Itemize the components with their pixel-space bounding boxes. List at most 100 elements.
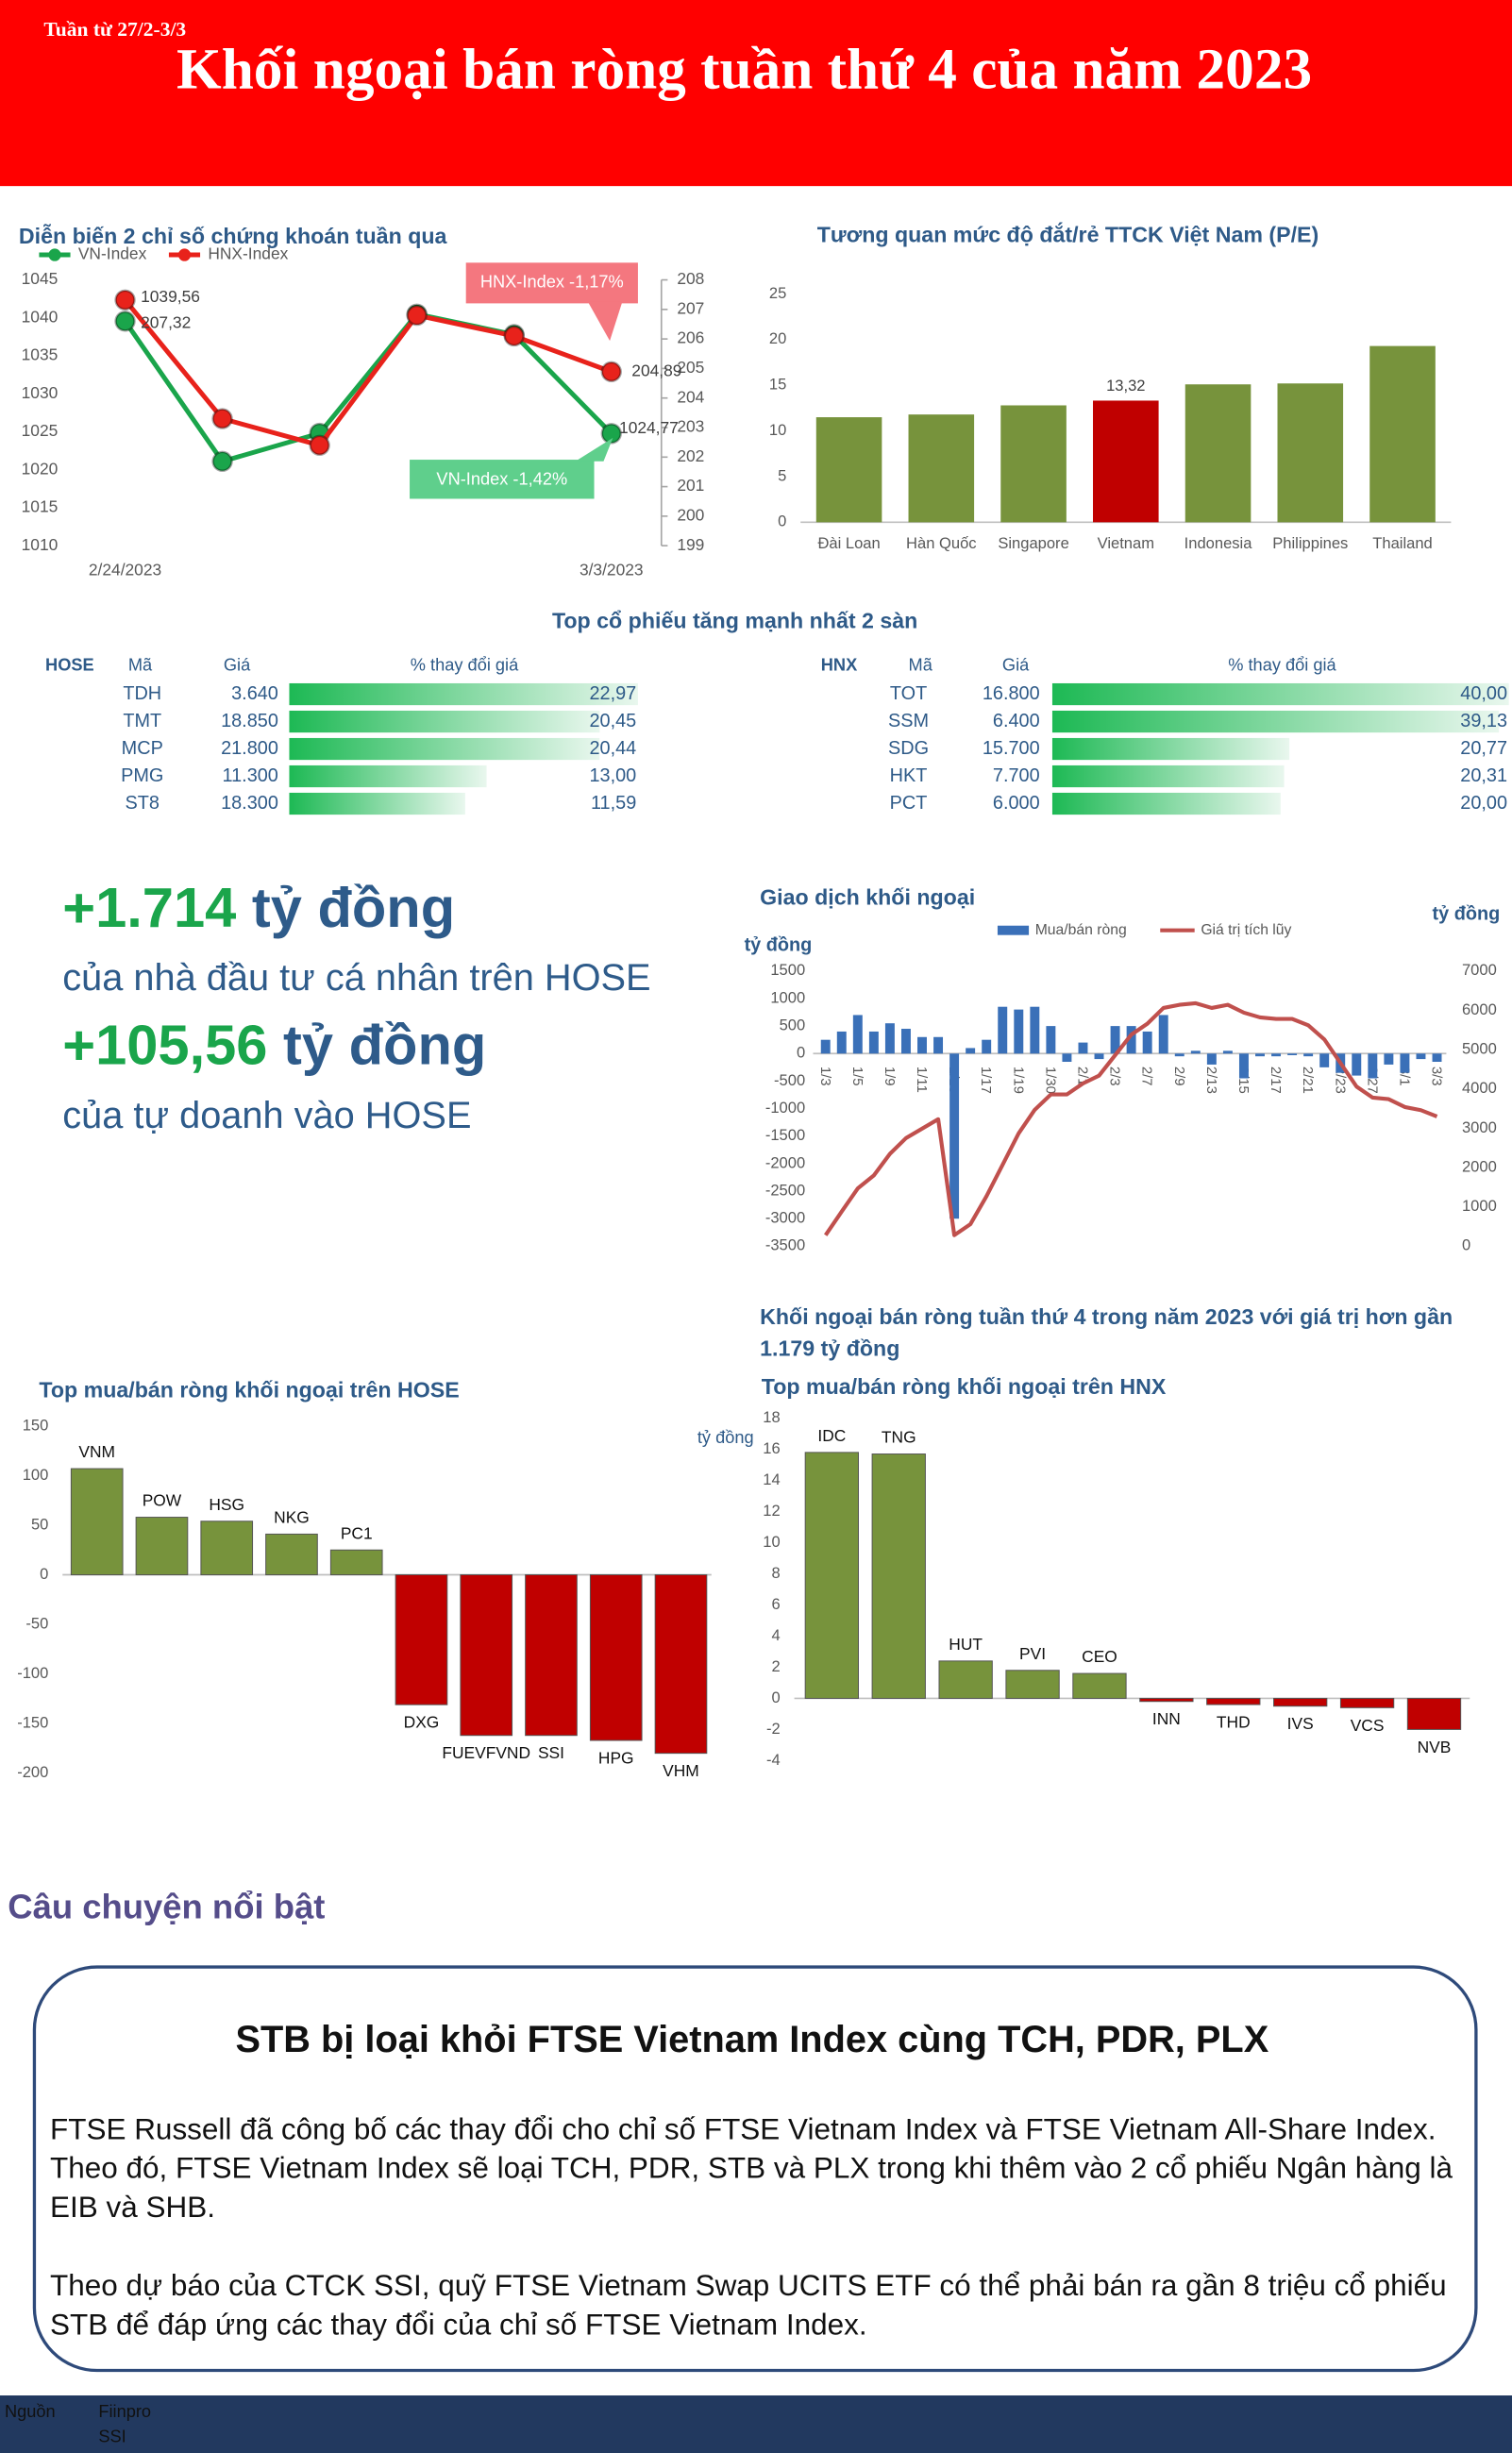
bar xyxy=(1158,1015,1168,1054)
value-label: 20,45 xyxy=(590,711,637,731)
point xyxy=(503,325,525,347)
bar xyxy=(917,1036,927,1054)
bar xyxy=(654,1574,708,1755)
x-tick-label: 1/9 xyxy=(882,1067,897,1086)
legend-label: VN-Index xyxy=(78,244,147,263)
y-tick-label: 100 xyxy=(23,1466,49,1484)
bar xyxy=(836,1031,847,1054)
value-label: 207,32 xyxy=(141,312,191,331)
y-tick-label: 10 xyxy=(763,1533,780,1551)
x-tick-label: 1/17 xyxy=(978,1067,993,1094)
column-header: Mã xyxy=(128,656,153,675)
bar xyxy=(1072,1672,1127,1699)
y-tick-label: 1000 xyxy=(770,988,805,1006)
value-label: 20,44 xyxy=(590,738,637,759)
y-tick-label: -3500 xyxy=(765,1236,805,1254)
x-tick-label: 3/3/2023 xyxy=(580,560,644,579)
y-tick-label: 1040 xyxy=(22,307,59,326)
story-heading: Câu chuyện nổi bật xyxy=(8,1887,325,1925)
y2-tick-label: 1000 xyxy=(1462,1197,1497,1215)
value-label: 20,00 xyxy=(1460,793,1507,814)
bar xyxy=(135,1517,189,1576)
footer-source: Fiinpro xyxy=(98,2402,151,2421)
x-tick-label: 2/9 xyxy=(1171,1067,1186,1086)
bar xyxy=(525,1574,578,1737)
callout xyxy=(465,262,638,304)
point xyxy=(114,289,136,311)
ticker: SDG xyxy=(888,738,929,759)
bar-label: CEO xyxy=(1082,1647,1117,1666)
x-tick-label: 1/5 xyxy=(849,1067,865,1086)
bar xyxy=(820,1039,831,1054)
x-tick-label: 2/23 xyxy=(1332,1067,1347,1094)
bar xyxy=(1005,1670,1060,1699)
y2-tick-label: 208 xyxy=(677,269,704,288)
y-tick-label: -50 xyxy=(25,1614,48,1632)
story-box xyxy=(32,1965,1478,2373)
callout-text: VN-Index -1,42% xyxy=(436,469,567,488)
y-tick-label: 18 xyxy=(763,1408,780,1426)
bar-label: INN xyxy=(1152,1709,1181,1728)
y-tick-label: -1500 xyxy=(765,1126,805,1144)
column-header: Mã xyxy=(909,656,933,675)
value-label: 20,77 xyxy=(1460,738,1507,759)
main-title: Khối ngoại bán ròng tuần thứ 4 của năm 2… xyxy=(176,38,1312,102)
x-tick-label: Philippines xyxy=(1272,534,1348,552)
y-tick-label: 1010 xyxy=(22,535,59,554)
bar xyxy=(938,1660,993,1699)
y2-tick-label: 207 xyxy=(677,298,704,317)
value-label: 11,59 xyxy=(591,793,636,814)
column-header: % thay đổi giá xyxy=(411,656,519,675)
bar-label: DXG xyxy=(404,1713,440,1732)
price: 18.300 xyxy=(221,793,278,814)
x-tick-label: 2/13 xyxy=(1203,1067,1218,1094)
x-tick-label: Hàn Quốc xyxy=(906,534,977,552)
bar xyxy=(1255,1053,1265,1057)
bar xyxy=(1000,405,1067,523)
point xyxy=(211,450,233,473)
point xyxy=(600,423,622,445)
price: 11.300 xyxy=(223,765,278,786)
bar xyxy=(949,1053,960,1219)
bar xyxy=(1238,1053,1249,1079)
callout xyxy=(410,460,595,499)
series-line xyxy=(824,1000,1438,1237)
legend-swatch xyxy=(997,925,1030,935)
bar xyxy=(1339,1697,1395,1708)
legend-label: Mua/bán ròng xyxy=(1035,922,1127,938)
y2-axis-label: tỷ đồng xyxy=(1433,903,1501,924)
bar xyxy=(1222,1050,1233,1054)
ticker: HKT xyxy=(890,765,928,786)
column-header: Giá xyxy=(224,656,251,675)
y-tick-label: 10 xyxy=(769,421,786,439)
callout-pointer xyxy=(587,301,623,342)
y-tick-label: -2500 xyxy=(765,1181,805,1199)
bar xyxy=(966,1048,976,1054)
x-tick-label: 1/3 xyxy=(817,1067,832,1086)
x-tick-label: Indonesia xyxy=(1184,534,1253,552)
y-tick-label: 16 xyxy=(763,1439,780,1457)
y-tick-label: 20 xyxy=(769,329,786,347)
legend-marker xyxy=(177,248,192,261)
footer-label: Nguồn xyxy=(5,2402,56,2421)
bar xyxy=(1287,1053,1298,1056)
highlight-value: +1.714 xyxy=(62,876,236,939)
bar xyxy=(982,1039,992,1054)
y2-tick-label: 200 xyxy=(677,505,704,524)
y-tick-label: -1000 xyxy=(765,1099,805,1117)
data-bar xyxy=(1051,682,1509,706)
exchange-label: HNX xyxy=(821,656,857,675)
price: 3.640 xyxy=(231,683,278,704)
data-bar xyxy=(289,682,638,706)
data-bar xyxy=(289,764,487,788)
y-tick-label: 2 xyxy=(771,1657,780,1675)
bar xyxy=(1352,1053,1362,1076)
bar xyxy=(1416,1053,1426,1060)
exchange-label: HOSE xyxy=(45,656,94,675)
bar xyxy=(1094,1053,1104,1060)
ticker: TMT xyxy=(123,711,161,731)
y-tick-label: -100 xyxy=(17,1664,48,1682)
point xyxy=(406,304,428,327)
